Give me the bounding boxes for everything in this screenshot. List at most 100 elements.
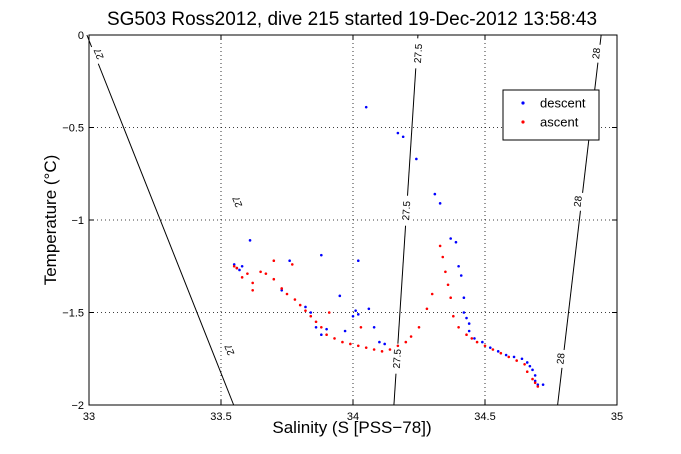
ascent-data-point xyxy=(515,359,518,362)
ascent-data-point xyxy=(438,244,442,248)
legend-marker-descent xyxy=(521,101,525,105)
descent-data-point xyxy=(232,263,236,266)
contour-label-background xyxy=(400,195,415,227)
ascent-data-point xyxy=(475,340,479,344)
ascent-data-point xyxy=(531,377,534,381)
ascent-data-point xyxy=(285,292,289,296)
ascent-data-point xyxy=(409,335,413,338)
descent-data-point xyxy=(401,135,405,139)
ascent-data-point xyxy=(457,326,460,329)
descent-data-point xyxy=(372,326,376,329)
ascent-data-point xyxy=(320,326,323,329)
ascent-data-point xyxy=(314,320,318,324)
ascent-data-point xyxy=(364,346,368,349)
ascent-data-point xyxy=(507,355,511,359)
descent-data-point xyxy=(367,307,371,311)
descent-data-point xyxy=(536,383,540,386)
y-tick-label: −1 xyxy=(71,215,84,227)
descent-data-point xyxy=(504,353,508,357)
descent-data-point xyxy=(320,333,323,337)
x-tick-label: 35 xyxy=(611,411,623,423)
ascent-data-point xyxy=(449,296,452,300)
descent-data-point xyxy=(356,259,360,263)
descent-data-point xyxy=(343,329,347,333)
density-contour-label: 28 xyxy=(555,352,567,365)
contour-label-background xyxy=(590,43,605,64)
ascent-data-point xyxy=(396,344,400,348)
ascent-data-point xyxy=(246,272,249,275)
ascent-data-point xyxy=(240,276,244,279)
ascent-data-point xyxy=(235,266,239,270)
ascent-data-point xyxy=(341,340,344,344)
contour-label-background xyxy=(90,42,109,65)
descent-data-point xyxy=(338,294,342,298)
ascent-data-point xyxy=(349,342,352,346)
ascent-data-point xyxy=(523,363,526,366)
descent-data-point xyxy=(457,264,460,268)
descent-data-point xyxy=(512,355,516,359)
descent-data-point xyxy=(354,309,357,312)
descent-data-point xyxy=(351,314,355,318)
descent-data-point xyxy=(459,274,463,277)
ascent-data-point xyxy=(280,287,284,290)
density-contour-label: 28 xyxy=(573,195,585,208)
ascent-data-point xyxy=(499,351,503,355)
descent-data-point xyxy=(364,105,368,109)
ascent-data-point xyxy=(470,337,474,340)
descent-data-point xyxy=(525,361,529,364)
ascent-data-point xyxy=(404,340,408,344)
descent-data-point xyxy=(378,340,381,344)
legend-marker-ascent xyxy=(521,120,525,124)
descent-data-point xyxy=(280,289,284,292)
x-tick-label: 33.5 xyxy=(210,411,231,423)
ascent-data-point xyxy=(483,344,487,348)
contour-label-background xyxy=(412,38,426,69)
ascent-data-point xyxy=(333,337,336,340)
ascent-data-point xyxy=(444,270,447,274)
descent-data-point xyxy=(325,327,328,331)
ascent-data-point xyxy=(536,385,540,388)
ascent-data-point xyxy=(264,272,268,275)
descent-data-point xyxy=(288,259,291,263)
x-axis-label: Salinity (S [PSS−78]) xyxy=(272,418,431,437)
x-tick-label: 33 xyxy=(83,411,95,423)
descent-data-point xyxy=(383,342,386,346)
y-axis-label: Temperature (°C) xyxy=(41,155,60,286)
descent-data-point xyxy=(541,383,545,386)
ascent-data-point xyxy=(446,283,450,287)
descent-data-point xyxy=(309,311,313,314)
density-contour-line xyxy=(86,34,235,406)
x-tick-label: 34.5 xyxy=(474,411,495,423)
descent-data-point xyxy=(496,350,500,353)
contour-label-background xyxy=(554,349,569,369)
density-contour-label: 27 xyxy=(223,342,237,357)
ascent-data-point xyxy=(417,326,421,329)
descent-data-point xyxy=(462,311,466,314)
ascent-data-point xyxy=(251,281,254,285)
ascent-data-point xyxy=(325,333,328,337)
ascent-data-point xyxy=(290,263,294,266)
x-tick-label: 34 xyxy=(347,411,359,423)
ascent-data-point xyxy=(309,314,313,318)
descent-data-point xyxy=(356,313,360,316)
descent-data-point xyxy=(528,364,532,368)
descent-data-point xyxy=(454,240,458,244)
ascent-data-point xyxy=(298,303,302,307)
ascent-data-point xyxy=(425,307,429,311)
descent-data-point xyxy=(533,374,537,377)
ascent-data-point xyxy=(356,344,360,348)
descent-data-point xyxy=(465,316,468,320)
ascent-data-point xyxy=(372,348,376,351)
descent-data-point xyxy=(531,368,534,372)
density-contour-label: 28 xyxy=(591,47,603,60)
descent-data-point xyxy=(449,237,452,240)
density-contour-label: 27.5 xyxy=(392,348,404,369)
descent-data-point xyxy=(314,326,318,329)
ascent-data-point xyxy=(380,350,384,353)
ascent-data-point xyxy=(441,255,445,259)
contour-label-background xyxy=(571,191,586,212)
descent-data-point xyxy=(462,296,466,300)
legend-label-descent: descent xyxy=(540,96,586,111)
